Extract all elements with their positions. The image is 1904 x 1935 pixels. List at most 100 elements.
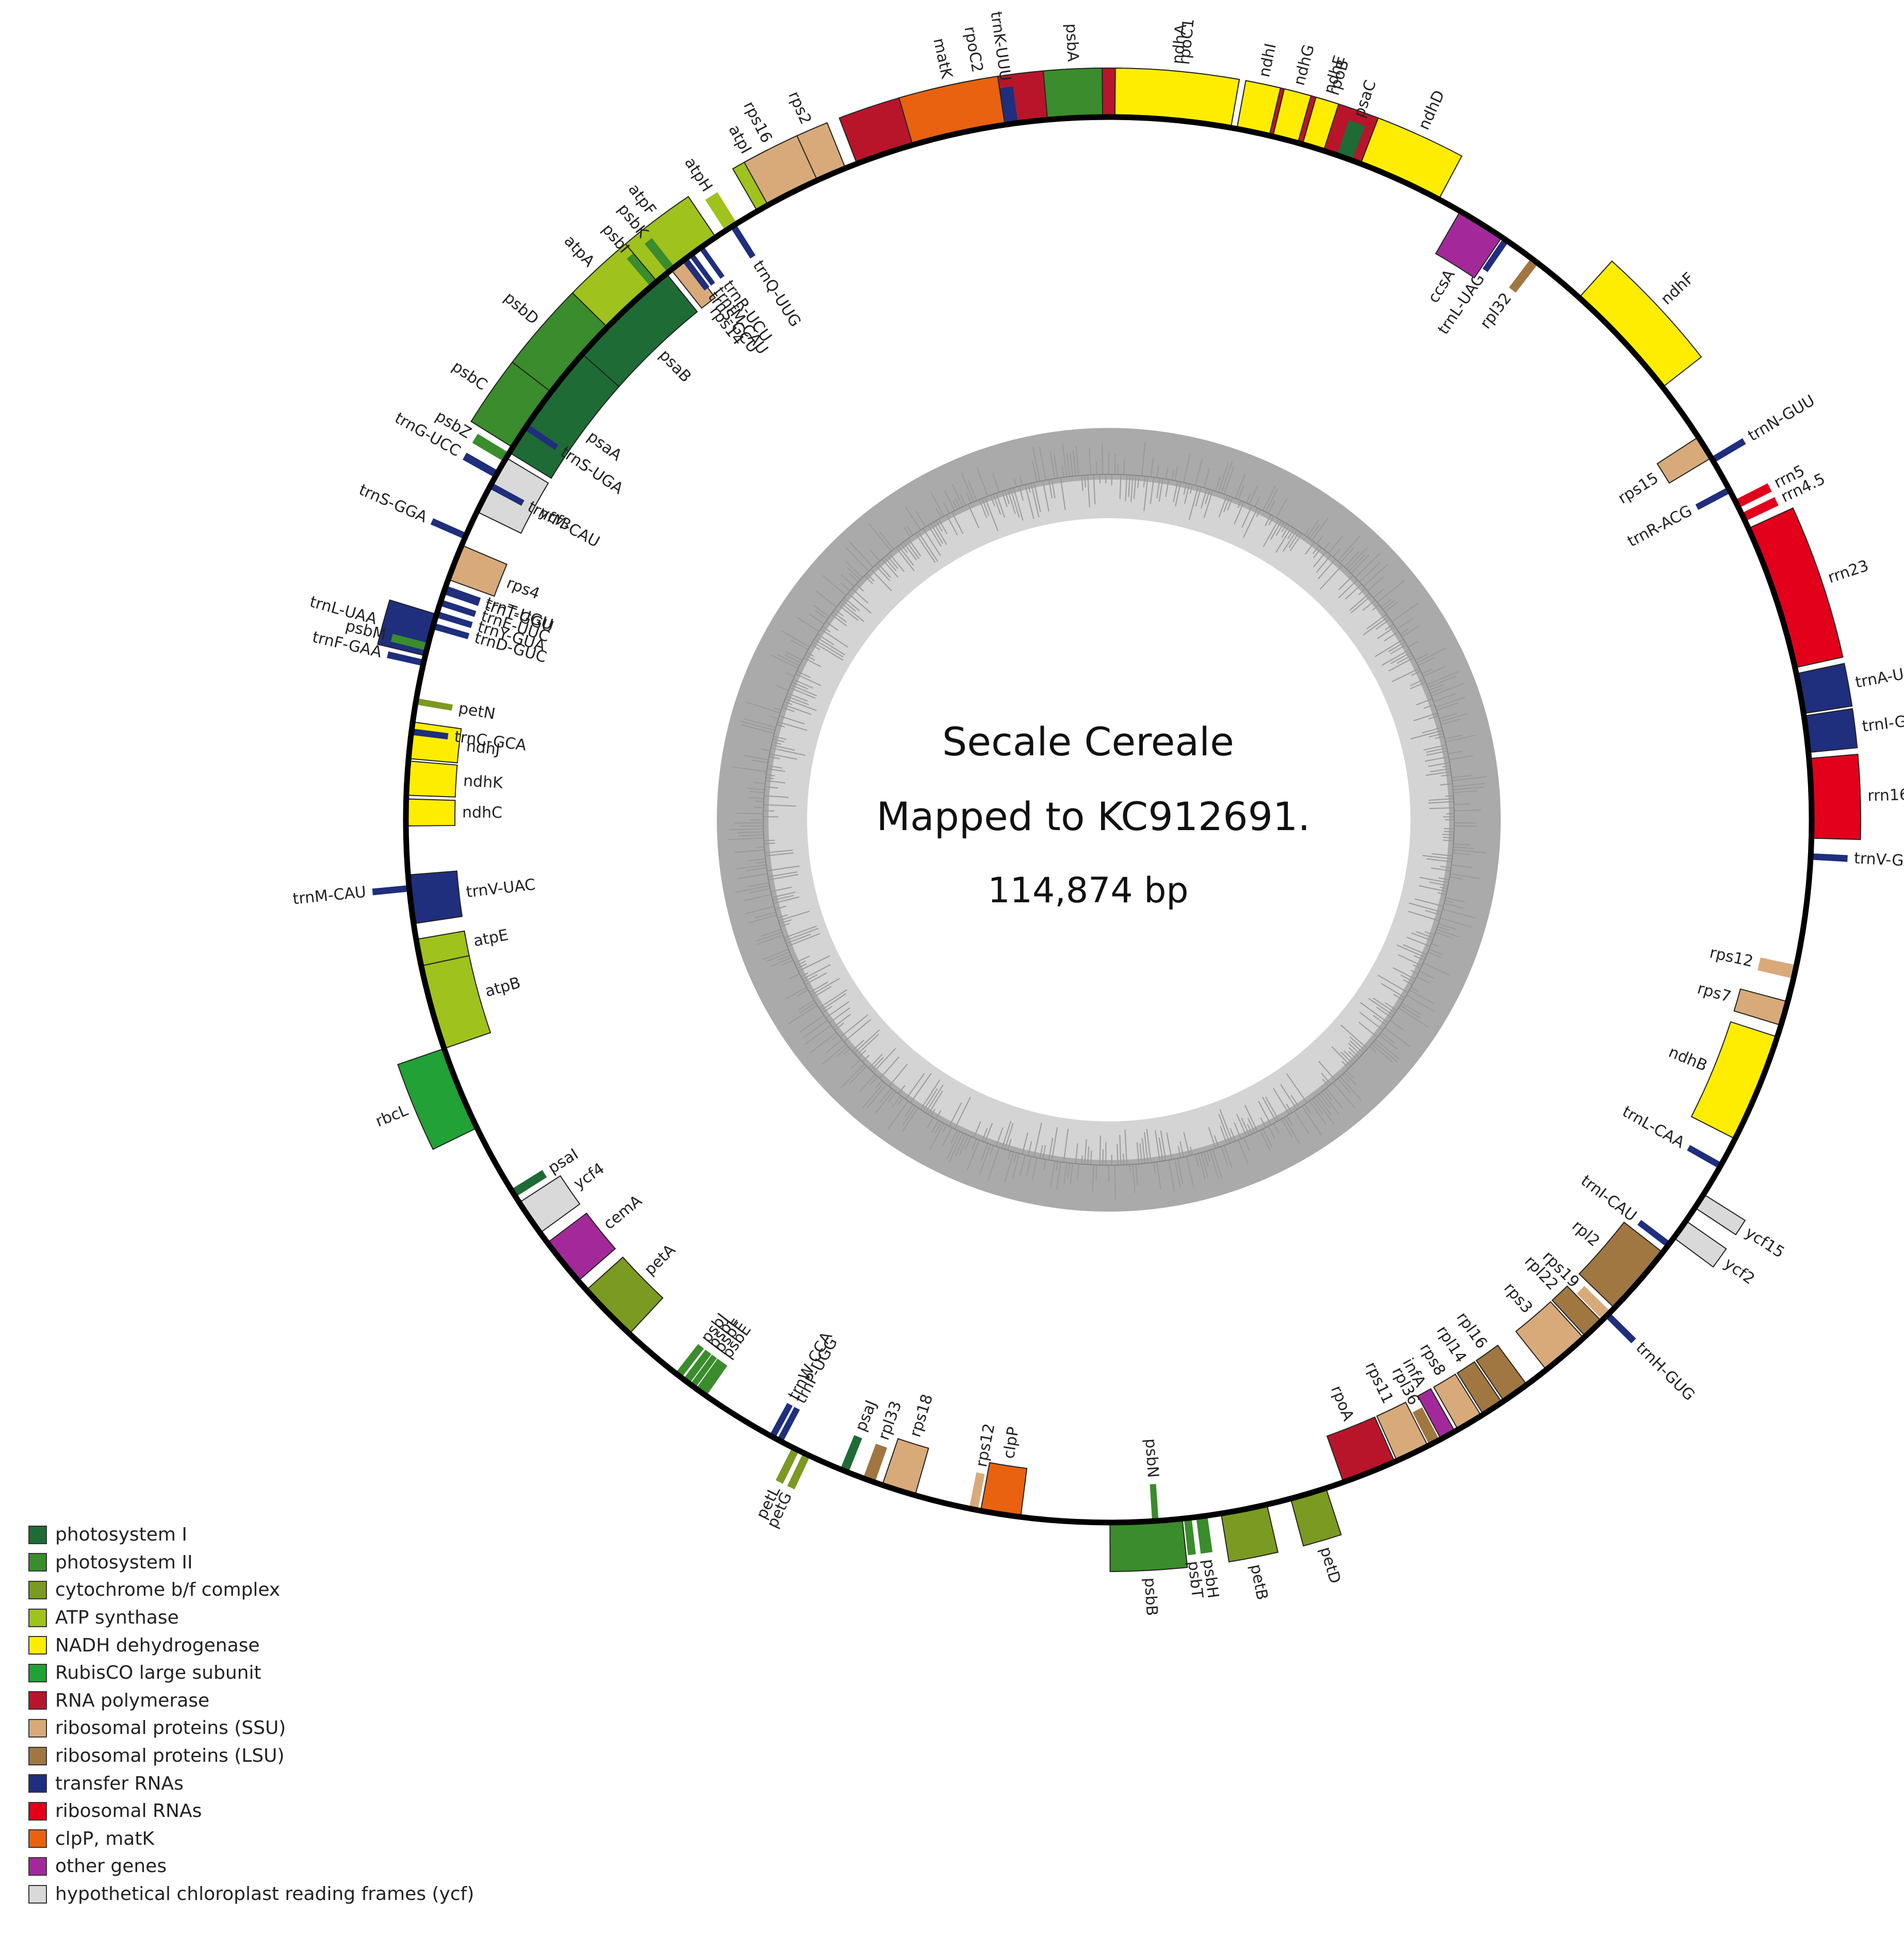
- gc-spike: [1390, 644, 1407, 655]
- gc-spike: [1084, 1139, 1087, 1165]
- gc-spike: [1351, 595, 1372, 614]
- gc-spike: [1338, 575, 1354, 590]
- gc-spike: [796, 617, 819, 632]
- gc-spike: [1343, 1050, 1356, 1063]
- gc-spike: [1027, 1141, 1032, 1156]
- genome-length: 114,874 bp: [988, 870, 1188, 911]
- gc-spike: [840, 582, 850, 591]
- gc-spike: [1008, 1151, 1011, 1160]
- gc-spike: [1195, 487, 1202, 507]
- gc-spike: [737, 831, 764, 834]
- gc-spike: [1440, 718, 1461, 725]
- gc-spike: [1135, 1164, 1138, 1185]
- gc-spike: [1408, 911, 1440, 921]
- gc-spike: [1438, 877, 1449, 881]
- gc-spike: [984, 497, 998, 531]
- gc-spike: [1408, 902, 1442, 913]
- gc-spike: [785, 698, 817, 712]
- gene-label-psai: psaI: [545, 1145, 582, 1178]
- legend: photosystem I photosystem II cytochrome b/…: [28, 1521, 474, 1908]
- gc-spike: [1384, 601, 1399, 613]
- gc-spike: [1053, 453, 1058, 478]
- legend-label: photosystem I: [55, 1524, 188, 1546]
- gc-spike: [966, 1139, 980, 1171]
- gc-spike: [1171, 470, 1174, 481]
- gc-spike: [1132, 1164, 1136, 1193]
- gc-spike: [1413, 964, 1421, 969]
- gc-spike: [1410, 970, 1419, 974]
- gc-spike: [915, 510, 926, 527]
- legend-swatch: [28, 1857, 47, 1876]
- gc-spike: [1443, 903, 1464, 909]
- gene-label-psbd: psbD: [500, 289, 542, 328]
- gc-spike: [905, 506, 921, 531]
- gc-spike: [960, 493, 966, 506]
- gene-label-rrn16: rrn16: [1867, 786, 1904, 805]
- gc-spike: [1141, 441, 1146, 476]
- gc-spike: [879, 1056, 899, 1079]
- legend-swatch: [28, 1580, 47, 1599]
- gene-label-rps12: rps12: [973, 1422, 999, 1468]
- gc-spike: [1248, 1118, 1256, 1133]
- gc-spike: [1319, 1093, 1331, 1109]
- legend-label: ribosomal proteins (SSU): [55, 1717, 286, 1739]
- gc-spike: [1076, 1164, 1079, 1180]
- gc-spike: [1429, 949, 1443, 955]
- gc-spike: [1318, 558, 1336, 580]
- gc-spike: [1286, 1115, 1293, 1126]
- gc-spike: [1431, 683, 1465, 697]
- gc-spike: [753, 806, 764, 808]
- gc-spike: [1288, 531, 1300, 548]
- gc-spike: [1428, 762, 1450, 767]
- gc-spike: [1410, 730, 1443, 740]
- legend-item: hypothetical chloroplast reading frames …: [28, 1880, 474, 1908]
- gc-spike: [935, 1110, 942, 1119]
- legend-swatch: [28, 1691, 47, 1710]
- gc-spike: [1260, 1117, 1267, 1128]
- gc-spike: [1398, 954, 1422, 967]
- gc-spike: [1377, 580, 1405, 603]
- gc-spike: [1049, 451, 1056, 479]
- gc-spike: [1031, 1157, 1038, 1180]
- gc-spike: [1133, 475, 1137, 499]
- gc-spike: [1378, 1034, 1398, 1050]
- gc-spike: [825, 1001, 849, 1019]
- gc-spike: [1340, 1024, 1368, 1049]
- gene-block-psbt: [1184, 1517, 1196, 1556]
- gc-spike: [1349, 592, 1370, 611]
- gc-spike: [871, 1056, 884, 1071]
- gc-spike: [737, 873, 768, 880]
- gc-spike: [834, 609, 844, 617]
- gc-spike: [1128, 475, 1130, 497]
- gc-spike: [946, 514, 958, 536]
- gc-spike: [1411, 670, 1421, 676]
- legend-swatch: [28, 1884, 47, 1904]
- gc-spike: [920, 1079, 941, 1110]
- gc-spike: [1424, 931, 1435, 936]
- gc-spike: [930, 523, 944, 544]
- gc-spike: [764, 839, 775, 841]
- gc-spike: [1294, 1111, 1309, 1134]
- gc-spike: [1174, 1159, 1181, 1188]
- gc-spike: [1316, 1095, 1332, 1115]
- gene-label-ndhb: ndhB: [1666, 1043, 1710, 1075]
- gc-spike: [917, 531, 939, 562]
- gene-label-ndhf: ndhF: [1657, 269, 1698, 308]
- gc-spike: [1062, 443, 1068, 477]
- gc-spike: [1341, 1074, 1350, 1082]
- legend-label: hypothetical chloroplast reading frames …: [55, 1883, 474, 1905]
- gc-spike: [1203, 1151, 1209, 1167]
- gc-spike: [1087, 1146, 1090, 1165]
- gc-spike: [1234, 1122, 1242, 1139]
- gc-spike: [1004, 1123, 1014, 1150]
- gc-spike: [1385, 623, 1394, 631]
- gc-spike: [768, 874, 799, 881]
- gene-label-rps12: rps12: [1708, 944, 1755, 971]
- gc-spike: [1359, 561, 1381, 583]
- gc-spike: [1056, 1162, 1061, 1190]
- gene-block-clpp: [980, 1462, 1028, 1518]
- gc-spike: [787, 692, 808, 702]
- gc-spike: [1452, 852, 1471, 855]
- gc-spike: [1194, 1154, 1200, 1167]
- gc-spike: [767, 765, 782, 769]
